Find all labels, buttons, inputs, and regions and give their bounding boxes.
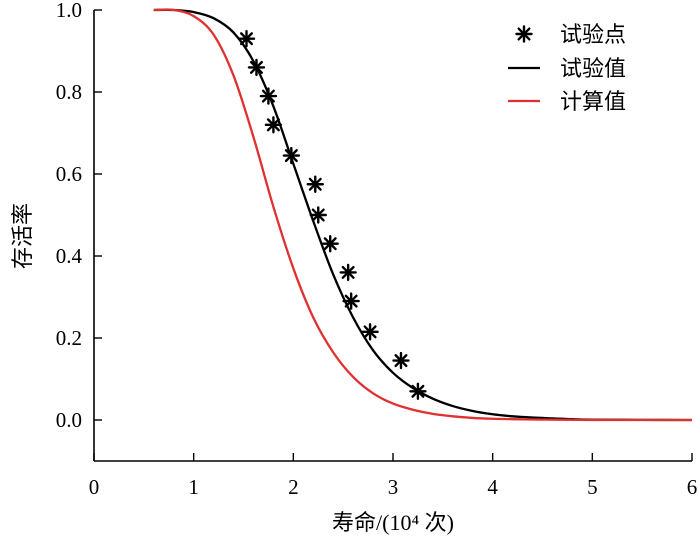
- x-axis-ticks: 0 1 2 3 4 5 6: [89, 453, 698, 499]
- x-tick-label: 6: [687, 475, 698, 499]
- calculated-values-line: [153, 8, 693, 422]
- test-point: [361, 323, 379, 341]
- test-point: [282, 146, 301, 165]
- x-tick-label: 3: [388, 475, 399, 499]
- x-tick-label: 1: [188, 475, 199, 499]
- legend-label-calculated-values: 计算值: [560, 89, 626, 114]
- test-point: [409, 382, 427, 400]
- test-point: [264, 116, 283, 134]
- legend-label-test-values: 试验值: [560, 56, 626, 81]
- test-point: [392, 351, 410, 370]
- y-tick-label: 0.0: [56, 408, 82, 432]
- test-point: [321, 234, 339, 253]
- x-tick-label: 2: [288, 475, 299, 499]
- y-tick-label: 0.6: [56, 162, 82, 186]
- y-axis-ticks: 0.0 0.2 0.4 0.6 0.8 1.0: [56, 0, 102, 432]
- y-tick-label: 1.0: [56, 0, 82, 22]
- x-tick-label: 4: [487, 475, 498, 499]
- y-tick-label: 0.8: [56, 80, 82, 104]
- x-axis-title: 寿命/(10⁴ 次): [332, 510, 454, 535]
- legend: 试验点 试验值 计算值: [508, 22, 626, 114]
- x-tick-label: 0: [89, 475, 100, 499]
- test-point: [339, 263, 357, 282]
- test-values-line: [153, 8, 693, 422]
- experimental-points: [237, 30, 427, 400]
- series-lines: [153, 8, 693, 422]
- y-axis-title: 存活率: [10, 203, 35, 269]
- test-point: [306, 175, 324, 193]
- test-point: [237, 30, 256, 48]
- test-point: [342, 292, 360, 310]
- x-tick-label: 5: [587, 475, 598, 499]
- test-point: [259, 87, 278, 105]
- test-point: [309, 206, 327, 224]
- y-tick-label: 0.2: [56, 326, 82, 350]
- y-tick-label: 0.4: [56, 244, 83, 268]
- legend-label-test-points: 试验点: [560, 22, 626, 47]
- legend-asterisk-marker: [515, 25, 533, 43]
- test-point: [247, 58, 266, 77]
- legend-asterisk: [515, 25, 533, 43]
